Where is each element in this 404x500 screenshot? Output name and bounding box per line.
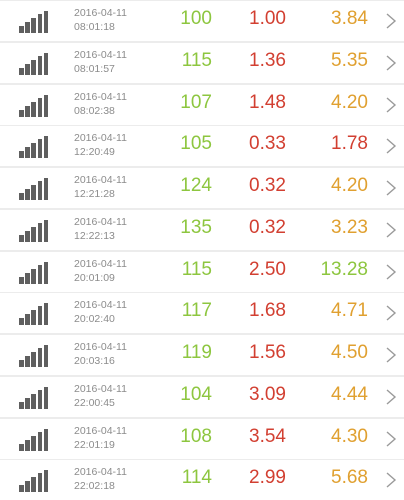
record-row[interactable]: 2016-04-11 22:01:19 108 3.54 4.30 — [0, 418, 404, 459]
record-row[interactable]: 2016-04-11 12:20:49 105 0.33 1.78 — [0, 126, 404, 167]
record-row[interactable]: 2016-04-11 08:01:18 100 1.00 3.84 — [0, 1, 404, 41]
chevron-right-icon[interactable] — [385, 138, 397, 154]
value-secondary: 2.99 — [249, 467, 286, 489]
record-time: 08:01:57 — [74, 62, 115, 75]
value-tertiary: 4.20 — [331, 91, 368, 113]
value-primary: 117 — [181, 300, 212, 322]
chevron-right-icon[interactable] — [385, 180, 397, 196]
signal-bars-icon — [19, 136, 51, 159]
value-secondary: 1.36 — [249, 49, 286, 71]
record-time: 22:02:18 — [74, 480, 115, 493]
value-secondary: 3.09 — [249, 383, 286, 405]
value-tertiary: 4.44 — [331, 383, 368, 405]
record-date: 2016-04-11 — [74, 48, 127, 61]
value-primary: 119 — [181, 342, 212, 363]
record-time: 12:22:13 — [74, 229, 115, 242]
signal-bars-icon — [19, 303, 51, 326]
record-date: 2016-04-11 — [74, 174, 127, 186]
record-row[interactable]: 2016-04-11 20:02:40 117 1.68 4.71 — [0, 293, 404, 334]
signal-bars-icon — [19, 52, 51, 75]
chevron-right-icon[interactable] — [385, 96, 397, 113]
record-date: 2016-04-11 — [74, 382, 127, 395]
value-primary: 115 — [181, 49, 212, 71]
value-primary: 104 — [180, 383, 212, 405]
chevron-right-icon[interactable] — [385, 222, 397, 238]
value-tertiary: 3.84 — [331, 8, 368, 29]
record-time: 22:00:45 — [74, 396, 115, 409]
record-row[interactable]: 2016-04-11 22:00:45 104 3.09 4.44 — [0, 376, 404, 417]
value-secondary: 0.32 — [249, 216, 286, 238]
signal-bars-icon — [19, 470, 51, 493]
value-primary: 115 — [181, 258, 212, 280]
value-tertiary: 4.20 — [331, 175, 368, 196]
value-tertiary: 4.71 — [331, 300, 368, 322]
signal-bars-icon — [19, 11, 51, 33]
signal-bars-icon — [19, 178, 51, 200]
signal-bars-icon — [19, 94, 51, 117]
value-secondary: 2.50 — [249, 258, 286, 280]
signal-bars-icon — [19, 261, 51, 284]
record-row[interactable]: 2016-04-11 20:03:16 119 1.56 4.50 — [0, 335, 404, 375]
record-time: 08:01:18 — [74, 21, 115, 33]
value-primary: 135 — [180, 216, 212, 238]
record-date: 2016-04-11 — [74, 466, 127, 479]
value-tertiary: 3.23 — [331, 216, 368, 238]
record-date: 2016-04-11 — [74, 132, 127, 145]
value-primary: 107 — [180, 91, 212, 113]
chevron-right-icon[interactable] — [385, 347, 397, 363]
record-time: 22:01:19 — [74, 438, 115, 451]
record-row[interactable]: 2016-04-11 12:22:13 135 0.32 3.23 — [0, 209, 404, 250]
signal-bars-icon — [19, 345, 51, 367]
value-primary: 105 — [180, 133, 212, 155]
value-secondary: 3.54 — [249, 425, 286, 447]
value-primary: 114 — [181, 467, 212, 489]
record-row[interactable]: 2016-04-11 08:02:38 107 1.48 4.20 — [0, 84, 404, 125]
signal-bars-icon — [19, 386, 51, 409]
record-time: 20:03:16 — [74, 355, 115, 367]
value-primary: 124 — [180, 175, 212, 196]
record-row[interactable]: 2016-04-11 20:01:09 115 2.50 13.28 — [0, 251, 404, 292]
chevron-right-icon[interactable] — [385, 472, 397, 488]
record-time: 20:01:09 — [74, 271, 115, 284]
record-date: 2016-04-11 — [74, 215, 127, 228]
value-tertiary: 5.68 — [331, 467, 368, 489]
value-tertiary: 4.50 — [331, 342, 368, 363]
value-secondary: 1.00 — [249, 8, 286, 29]
chevron-right-icon[interactable] — [385, 13, 397, 29]
value-tertiary: 13.28 — [320, 258, 368, 280]
record-date: 2016-04-11 — [74, 90, 127, 103]
value-tertiary: 5.35 — [331, 49, 368, 71]
chevron-right-icon[interactable] — [385, 305, 397, 321]
record-time: 08:02:38 — [74, 104, 115, 117]
record-date: 2016-04-11 — [74, 341, 127, 353]
record-row[interactable]: 2016-04-11 08:01:57 115 1.36 5.35 — [0, 42, 404, 83]
signal-bars-icon — [19, 428, 51, 451]
record-time: 20:02:40 — [74, 313, 115, 326]
record-date: 2016-04-11 — [74, 424, 127, 437]
chevron-right-icon[interactable] — [385, 55, 397, 71]
value-secondary: 1.68 — [249, 300, 286, 322]
value-primary: 100 — [180, 8, 212, 29]
value-tertiary: 4.30 — [331, 425, 368, 447]
record-date: 2016-04-11 — [74, 299, 127, 312]
record-date: 2016-04-11 — [74, 257, 127, 270]
chevron-right-icon[interactable] — [385, 389, 397, 405]
chevron-right-icon[interactable] — [385, 430, 397, 447]
chevron-right-icon[interactable] — [385, 263, 397, 280]
record-time: 12:20:49 — [74, 146, 115, 159]
signal-bars-icon — [19, 219, 51, 242]
value-secondary: 1.56 — [249, 342, 286, 363]
value-tertiary: 1.78 — [331, 133, 368, 155]
value-secondary: 0.32 — [249, 175, 286, 196]
record-date: 2016-04-11 — [74, 7, 127, 19]
value-primary: 108 — [180, 425, 212, 447]
record-row[interactable]: 2016-04-11 12:21:28 124 0.32 4.20 — [0, 168, 404, 208]
value-secondary: 1.48 — [249, 91, 286, 113]
record-time: 12:21:28 — [74, 188, 115, 200]
value-secondary: 0.33 — [249, 133, 286, 155]
record-row[interactable]: 2016-04-11 22:02:18 114 2.99 5.68 — [0, 460, 404, 500]
